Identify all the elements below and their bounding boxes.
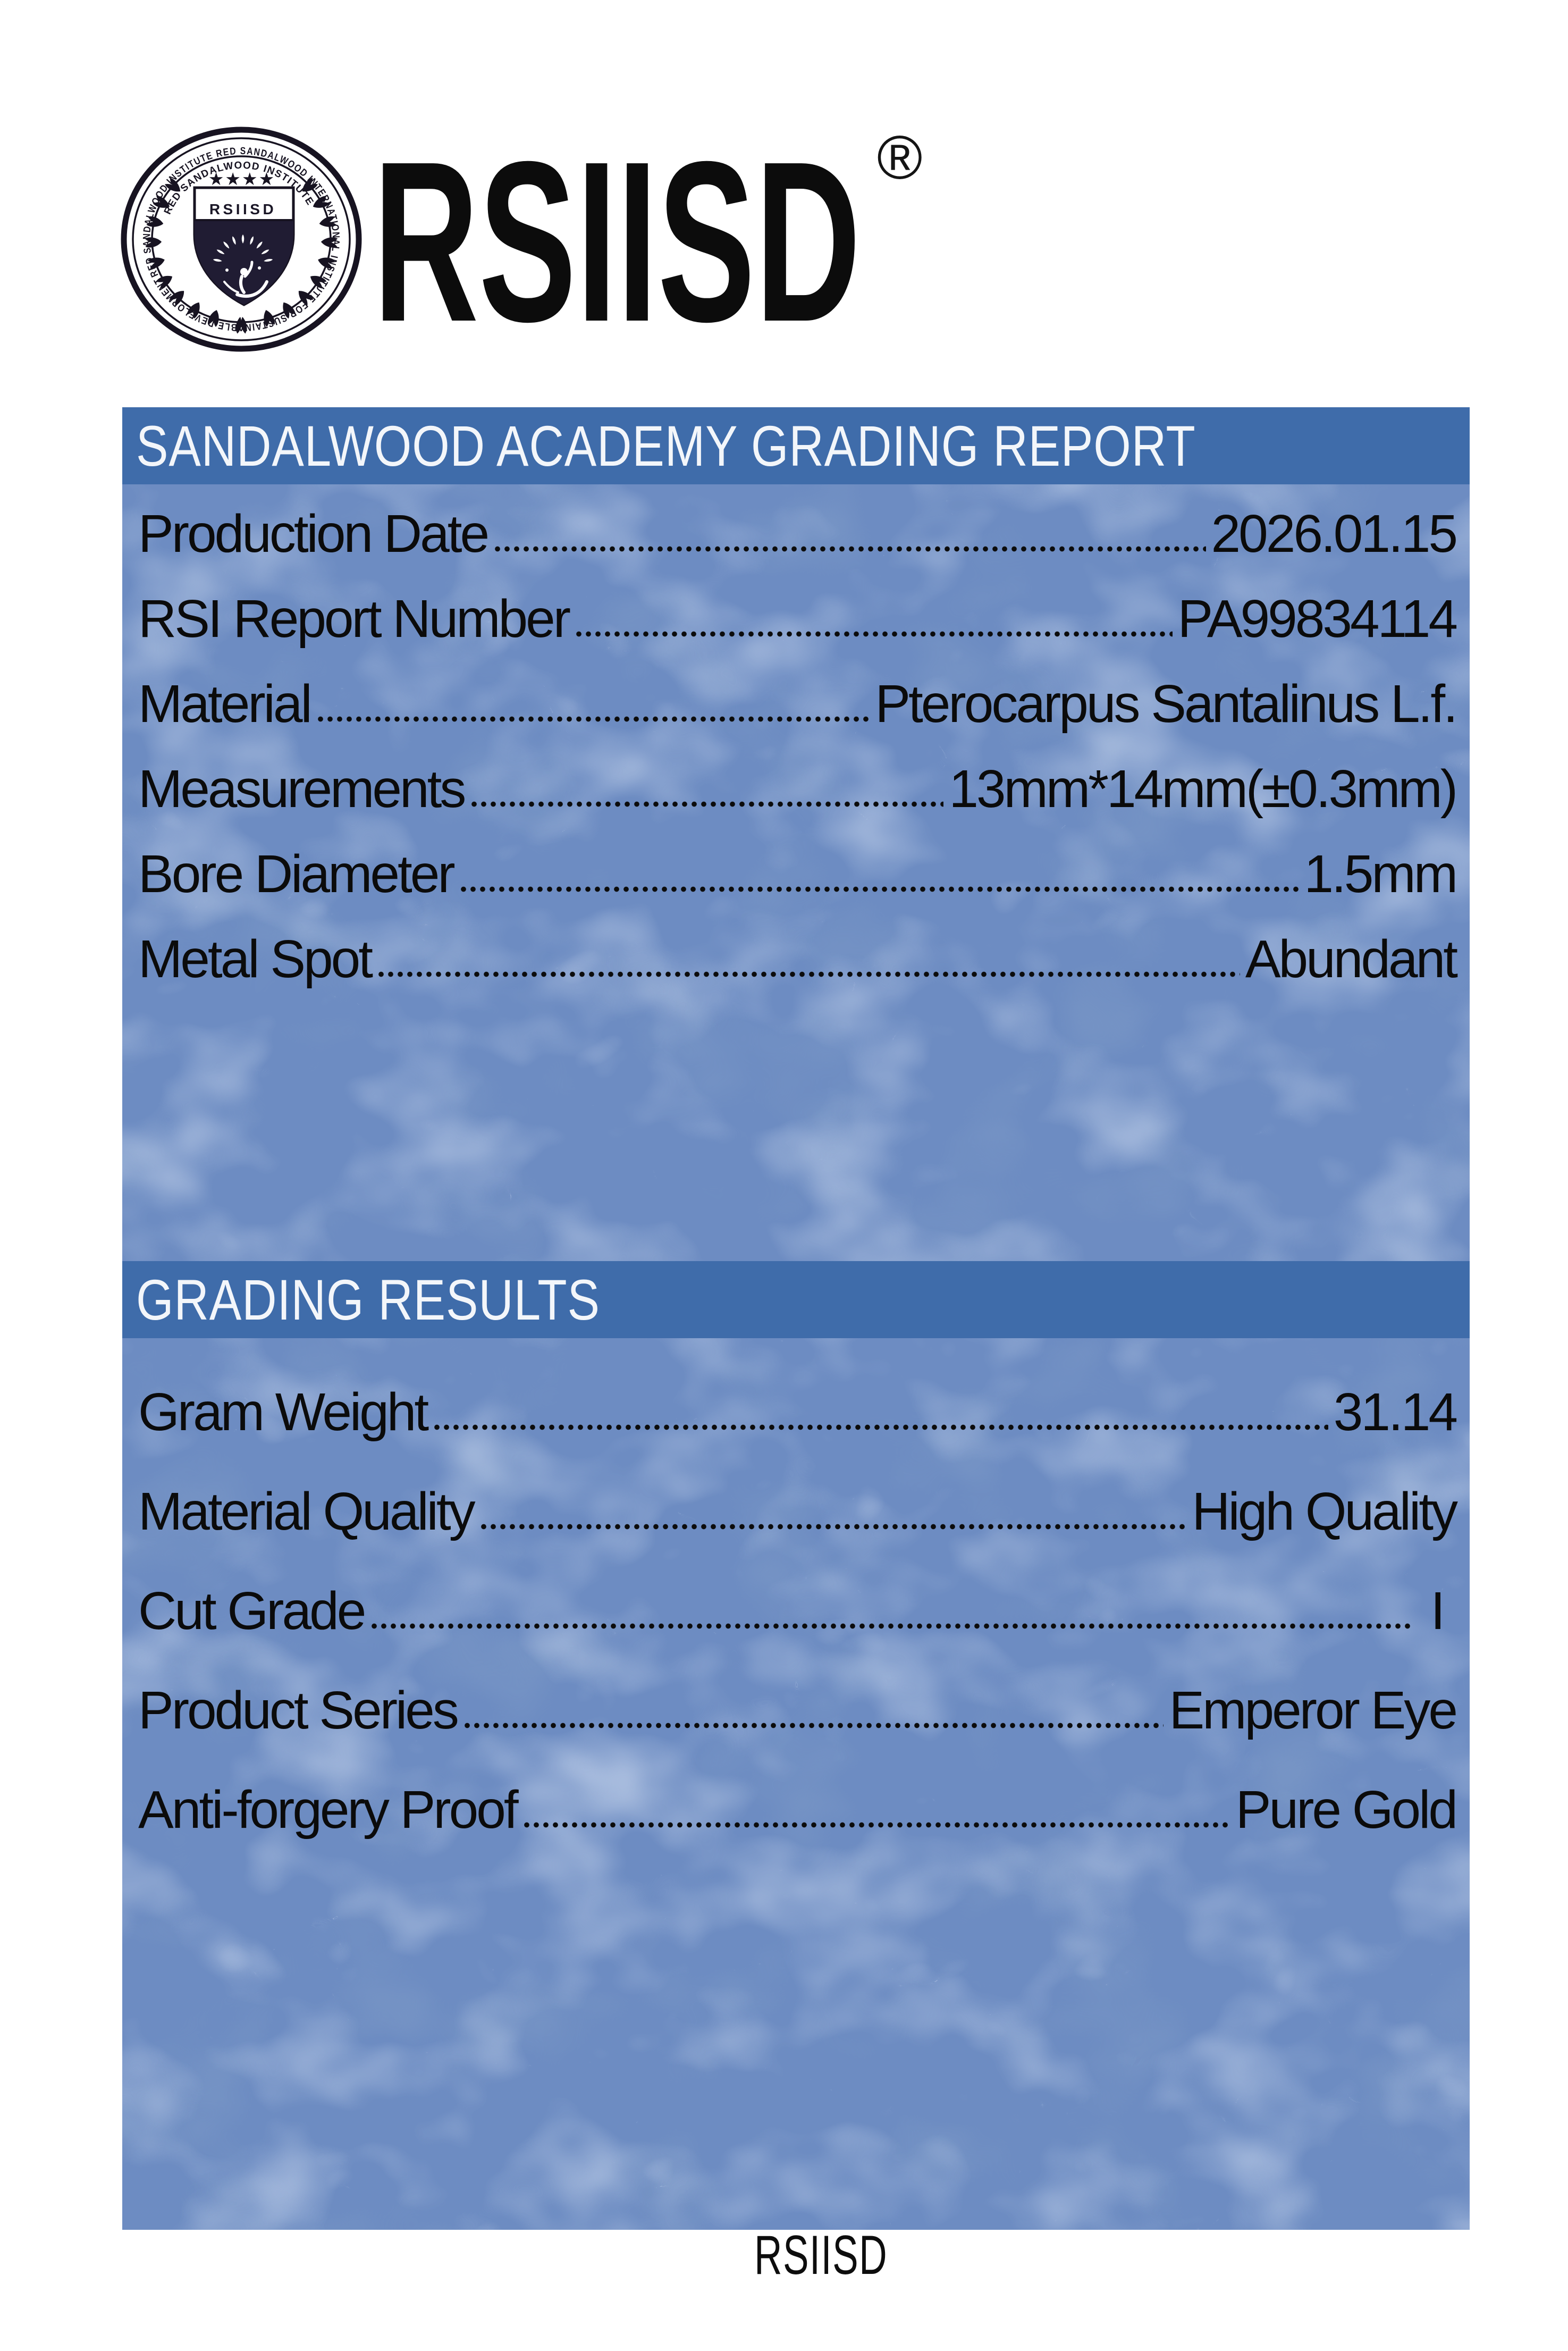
dotted-leader [480,1524,1187,1530]
row-value: I [1418,1581,1456,1641]
grading-title: GRADING RESULTS [136,1267,600,1332]
dotted-leader [317,716,870,722]
seal-stars-icon: ★★★★ [208,169,275,189]
row-value: Abundant [1245,929,1458,989]
row-label: Measurements [138,759,466,819]
dotted-leader [378,971,1240,977]
row-label: Cut Grade [138,1581,366,1641]
row-production-date: Production Date 2026.01.15 [138,502,1458,573]
dotted-leader [471,801,944,807]
row-value: 1.5mm [1304,844,1458,904]
rsiisd-seal-logo: RED SANDALWOOD INSTITUTE RED SANDALWOOD … [121,127,362,352]
seal-shield-text: RSIISD [209,201,276,217]
tree-icon [213,234,273,298]
row-value: 13mm*14mm(±0.3mm) [949,759,1458,819]
registered-trademark-icon: ® [877,123,923,192]
row-bore-diameter: Bore Diameter 1.5mm [138,842,1458,913]
row-label: Anti-forgery Proof [138,1780,519,1840]
row-anti-forgery-proof: Anti-forgery Proof Pure Gold [138,1778,1458,1849]
dotted-leader [495,546,1206,552]
row-label: Material Quality [138,1482,476,1541]
row-label: RSI Report Number [138,589,571,649]
row-label: Gram Weight [138,1382,429,1442]
report-panel: SANDALWOOD ACADEMY GRADING REPORT Produc… [122,407,1470,2230]
dotted-leader [372,1623,1413,1629]
row-material-quality: Material Quality High Quality [138,1480,1458,1551]
row-label: Product Series [138,1681,459,1740]
row-value: 2026.01.15 [1211,504,1458,564]
row-value: High Quality [1192,1482,1458,1541]
brand-wordmark: RSIISD [373,114,861,370]
row-material: Material Pterocarpus Santalinus L.f. [138,672,1458,743]
dotted-leader [576,631,1173,637]
footer-brand: RSIISD [754,2224,888,2286]
dotted-leader [460,886,1299,892]
row-label: Material [138,674,313,734]
row-gram-weight: Gram Weight 31.14 [138,1380,1458,1451]
dotted-leader [464,1723,1164,1728]
row-label: Metal Spot [138,929,373,989]
row-metal-spot: Metal Spot Abundant [138,927,1458,998]
report-title: SANDALWOOD ACADEMY GRADING REPORT [136,413,1196,478]
row-value: 31.14 [1333,1382,1458,1442]
dotted-leader [524,1822,1230,1828]
report-title-bar: SANDALWOOD ACADEMY GRADING REPORT [122,407,1470,484]
row-measurements: Measurements 13mm*14mm(±0.3mm) [138,757,1458,828]
row-cut-grade: Cut Grade I [138,1579,1456,1650]
row-product-series: Product Series Emperor Eye [138,1678,1458,1750]
row-label: Production Date [138,504,490,564]
row-value: Pterocarpus Santalinus L.f. [875,674,1458,734]
row-rsi-report-number: RSI Report Number PA99834114 [138,587,1458,658]
row-value: Emperor Eye [1169,1681,1458,1740]
row-value: PA99834114 [1177,589,1458,649]
row-label: Bore Diameter [138,844,456,904]
grading-title-bar: GRADING RESULTS [122,1261,1470,1338]
row-value: Pure Gold [1235,1780,1458,1840]
dotted-leader [434,1424,1328,1430]
